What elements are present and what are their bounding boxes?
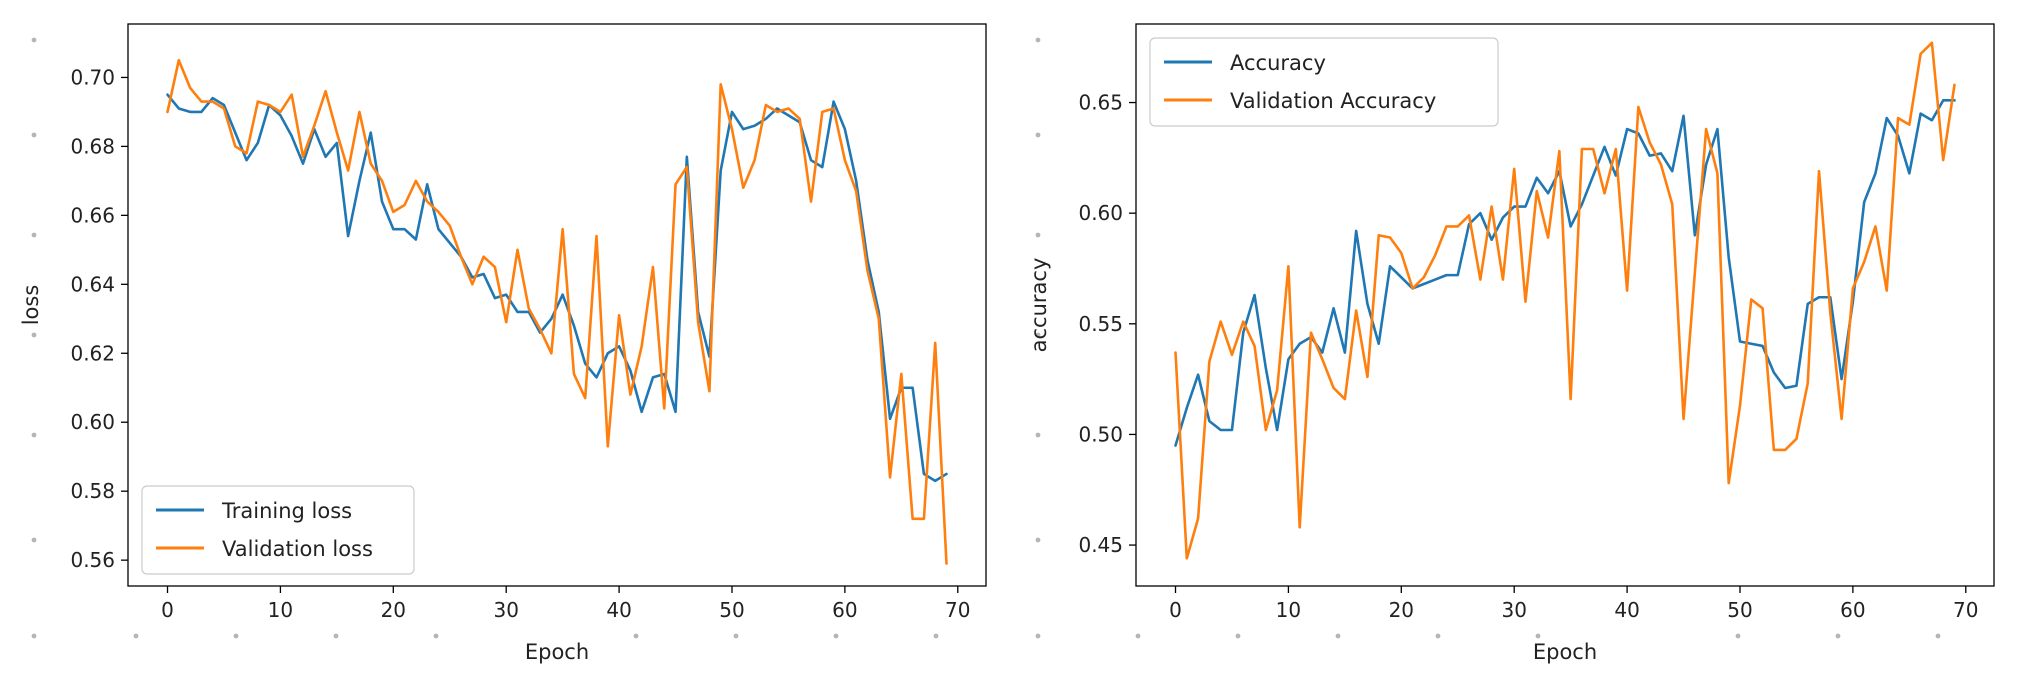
loss-y-tick-label: 0.62 [70, 341, 115, 365]
accuracy-y-tick-label: 0.45 [1078, 533, 1123, 557]
accuracy-x-tick-label: 10 [1276, 598, 1301, 622]
loss-legend: Training loss Validation loss [141, 485, 415, 575]
loss-x-ticks: 0 10 20 30 40 50 60 70 [161, 586, 971, 622]
accuracy-x-tick-label: 70 [1953, 598, 1978, 622]
loss-chart: 0 10 20 30 40 50 60 70 0.56 0.58 0.60 0.62 0.64 0.66… [19, 23, 987, 664]
accuracy-x-tick-label: 40 [1614, 598, 1639, 622]
accuracy-x-tick-label: 60 [1840, 598, 1865, 622]
loss-y-tick-label: 0.60 [70, 410, 115, 434]
loss-plot-frame [127, 23, 987, 587]
loss-x-tick-label: 70 [945, 598, 970, 622]
loss-x-tick-label: 50 [719, 598, 744, 622]
accuracy-plot-frame [1135, 23, 1995, 587]
accuracy-series-accuracy [1174, 99, 1956, 447]
accuracy-x-tick-label: 20 [1389, 598, 1414, 622]
loss-x-axis-label: Epoch [525, 640, 589, 664]
loss-y-tick-label: 0.66 [70, 203, 115, 227]
accuracy-x-axis-label: Epoch [1533, 640, 1597, 664]
loss-x-tick-label: 40 [606, 598, 631, 622]
loss-series-validation-loss [166, 58, 948, 565]
loss-x-tick-label: 0 [161, 598, 174, 622]
accuracy-x-tick-label: 0 [1169, 598, 1182, 622]
loss-legend-box [141, 485, 415, 575]
loss-y-tick-label: 0.64 [70, 272, 115, 296]
accuracy-y-tick-label: 0.65 [1078, 91, 1123, 115]
accuracy-y-tick-label: 0.55 [1078, 312, 1123, 336]
loss-y-tick-label: 0.70 [70, 65, 115, 89]
accuracy-y-ticks: 0.45 0.50 0.55 0.60 0.65 [1078, 91, 1136, 557]
accuracy-legend: Accuracy Validation Accuracy [1149, 37, 1499, 127]
loss-y-ticks: 0.56 0.58 0.60 0.62 0.64 0.66 0.68 0.70 [70, 65, 128, 572]
loss-y-tick-label: 0.68 [70, 134, 115, 158]
loss-x-tick-label: 60 [832, 598, 857, 622]
loss-series-group [166, 58, 948, 565]
accuracy-y-axis-label: accuracy [1027, 258, 1051, 353]
accuracy-y-tick-label: 0.60 [1078, 201, 1123, 225]
loss-y-tick-label: 0.56 [70, 548, 115, 572]
accuracy-legend-label-validation: Validation Accuracy [1230, 89, 1436, 113]
accuracy-series-group [1174, 41, 1956, 560]
loss-legend-label-training: Training loss [221, 499, 352, 523]
loss-y-axis-label: loss [19, 285, 43, 326]
margin-dots [31, 37, 1941, 639]
loss-y-tick-label: 0.58 [70, 479, 115, 503]
loss-legend-label-validation: Validation loss [222, 537, 373, 561]
accuracy-x-ticks: 0 10 20 30 40 50 60 70 [1169, 586, 1979, 622]
accuracy-legend-label-training: Accuracy [1230, 51, 1326, 75]
loss-x-tick-label: 20 [381, 598, 406, 622]
accuracy-y-tick-label: 0.50 [1078, 422, 1123, 446]
loss-x-tick-label: 10 [268, 598, 293, 622]
accuracy-series-validation-accuracy [1174, 41, 1956, 560]
accuracy-x-tick-label: 30 [1501, 598, 1526, 622]
accuracy-chart: 0 10 20 30 40 50 60 70 0.45 0.50 0.55 0.60 0.65 Epo… [1027, 23, 1995, 664]
accuracy-legend-box [1149, 37, 1499, 127]
accuracy-x-tick-label: 50 [1727, 598, 1752, 622]
loss-x-tick-label: 30 [493, 598, 518, 622]
